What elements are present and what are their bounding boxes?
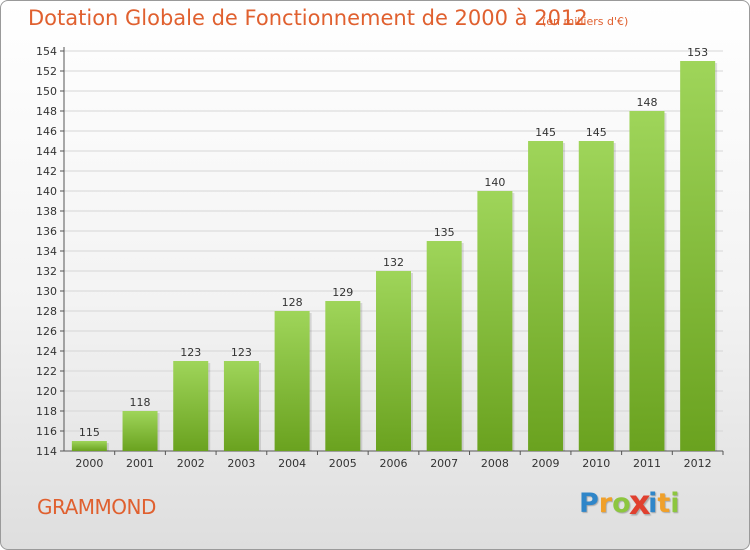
x-tick-label: 2009 (532, 457, 560, 470)
logo-letter: o (612, 488, 631, 519)
bar (173, 361, 209, 451)
bar (274, 311, 310, 451)
value-label: 128 (282, 296, 303, 309)
bar (122, 411, 158, 451)
y-tick-label: 118 (36, 405, 57, 418)
value-label: 115 (79, 426, 100, 439)
x-tick-label: 2005 (329, 457, 357, 470)
y-tick-label: 144 (36, 145, 57, 158)
y-tick-label: 122 (36, 365, 57, 378)
value-label: 123 (231, 346, 252, 359)
bar (223, 361, 259, 451)
value-label: 129 (332, 286, 353, 299)
y-tick-label: 152 (36, 65, 57, 78)
y-tick-label: 154 (36, 45, 57, 58)
y-tick-label: 146 (36, 125, 57, 138)
bar (71, 441, 107, 451)
x-tick-label: 2008 (481, 457, 509, 470)
logo-letter: P (579, 488, 599, 519)
value-label: 132 (383, 256, 404, 269)
y-tick-label: 140 (36, 185, 57, 198)
value-labels: 115 118 123 123 128 129 132 135 140 145 145 148 153 (79, 46, 708, 439)
value-label: 123 (180, 346, 201, 359)
value-label: 118 (130, 396, 151, 409)
value-label: 148 (636, 96, 657, 109)
x-tick-label: 2003 (227, 457, 255, 470)
logo-letter: i (670, 488, 680, 519)
x-tick-label: 2000 (75, 457, 103, 470)
x-tick-labels: 2000 2001 2002 2003 2004 2005 2006 2007 2008 2009… (75, 457, 711, 470)
y-tick-label: 138 (36, 205, 57, 218)
chart-title: Dotation Globale de Fonctionnement de 20… (28, 6, 588, 30)
y-tick-label: 126 (36, 325, 57, 338)
y-tick-label: 116 (36, 425, 57, 438)
commune-name: GRAMMOND (37, 495, 156, 519)
x-tick-label: 2004 (278, 457, 306, 470)
x-tick-label: 2006 (380, 457, 408, 470)
value-label: 135 (434, 226, 455, 239)
y-tick-label: 130 (36, 285, 57, 298)
y-tick-label: 114 (36, 445, 57, 458)
logo-letter: i (648, 488, 658, 519)
bar (528, 141, 564, 451)
x-tick-label: 2007 (430, 457, 458, 470)
bar (426, 241, 462, 451)
bar (477, 191, 513, 451)
y-tick-label: 136 (36, 225, 57, 238)
y-tick-label: 142 (36, 165, 57, 178)
y-tick-label: 124 (36, 345, 57, 358)
y-tick-label: 150 (36, 85, 57, 98)
proxiti-logo: Proxiti (579, 484, 680, 523)
y-tick-label: 132 (36, 265, 57, 278)
x-tick-label: 2011 (633, 457, 661, 470)
x-tick-label: 2002 (177, 457, 205, 470)
y-tick-label: 120 (36, 385, 57, 398)
y-tick-label: 128 (36, 305, 57, 318)
y-tick-label: 148 (36, 105, 57, 118)
x-tick-label: 2010 (582, 457, 610, 470)
bar (629, 111, 665, 451)
x-tick-label: 2012 (684, 457, 712, 470)
bar (578, 141, 614, 451)
value-label: 145 (586, 126, 607, 139)
bar (680, 61, 716, 451)
value-label: 140 (484, 176, 505, 189)
chart-subtitle: (en milliers d'€) (542, 15, 629, 28)
x-tick-label: 2001 (126, 457, 154, 470)
y-tick-labels: 114 116 118 120 122 124 126 128 130 132 134 136 138 1… (36, 45, 57, 458)
value-label: 153 (687, 46, 708, 59)
logo-letter: t (657, 488, 671, 519)
bar (325, 301, 361, 451)
logo-letter: x (628, 484, 651, 523)
value-label: 145 (535, 126, 556, 139)
bars (71, 61, 718, 451)
logo-letter: r (598, 488, 613, 519)
y-tick-label: 134 (36, 245, 57, 258)
bar (376, 271, 411, 451)
